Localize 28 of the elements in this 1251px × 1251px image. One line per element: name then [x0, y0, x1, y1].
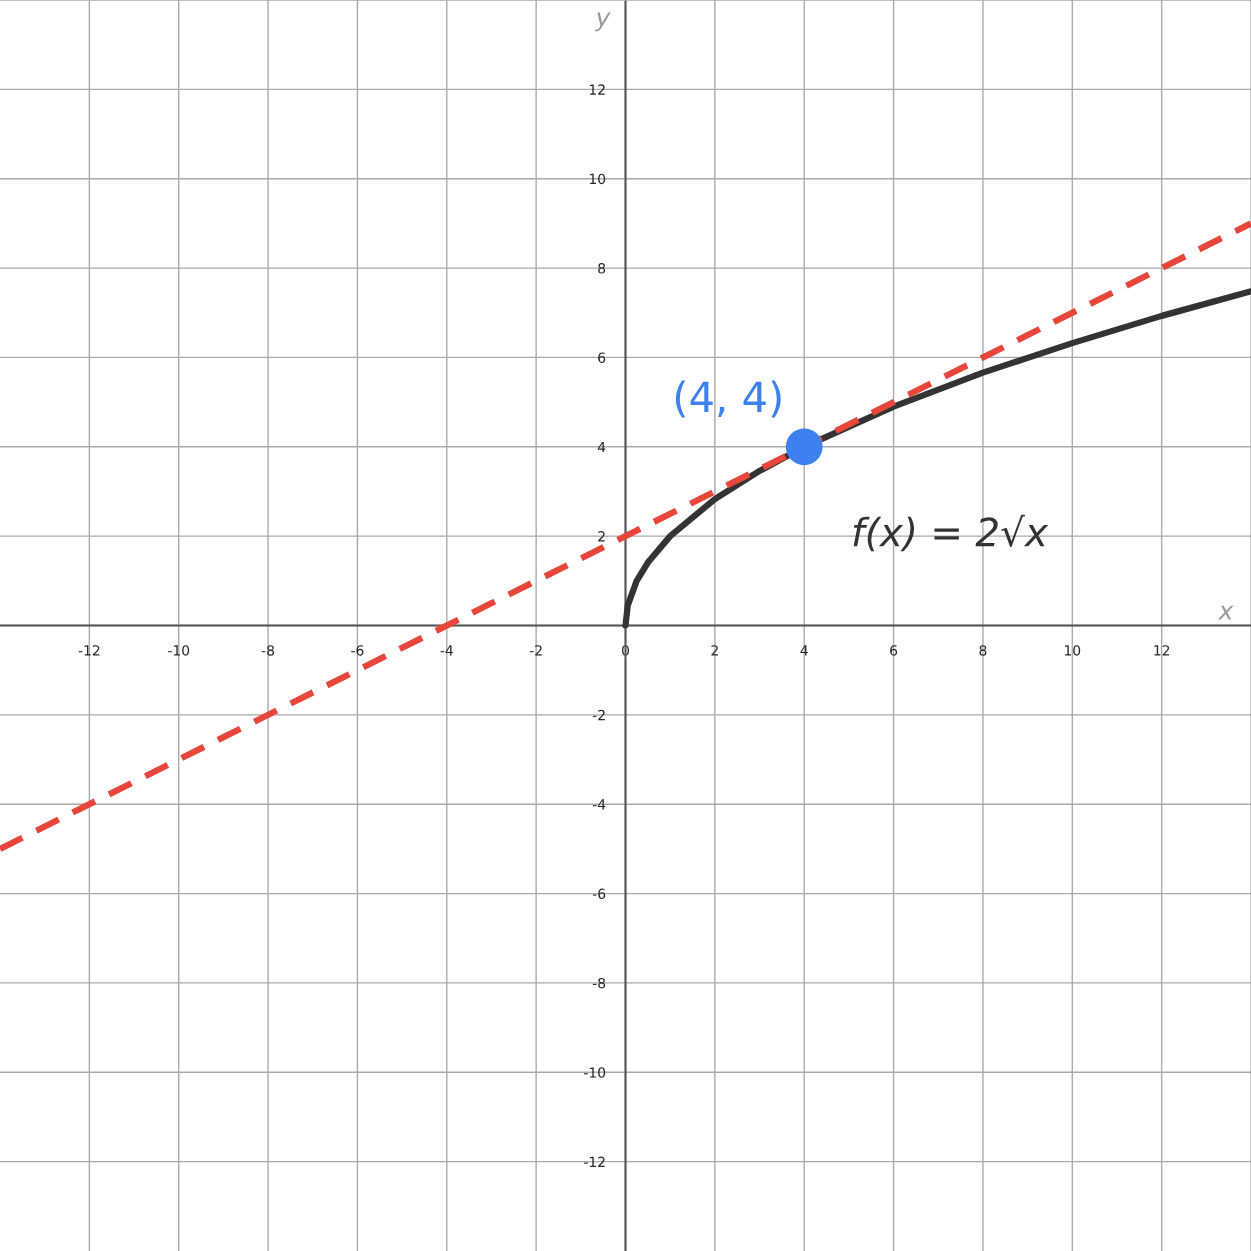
y-tick-label: -2 — [592, 709, 605, 721]
x-tick-label: -12 — [78, 645, 100, 656]
y-tick-label: -10 — [584, 1067, 606, 1078]
y-tick-label: 10 — [589, 173, 606, 185]
y-tick-label: -12 — [584, 1156, 605, 1167]
x-tick-label: 8 — [979, 645, 987, 656]
y-tick-label: 12 — [589, 84, 605, 95]
x-tick-label: 2 — [711, 645, 718, 656]
y-tick-label: 6 — [598, 352, 606, 363]
x-tick-label: 12 — [1154, 645, 1170, 656]
x-tick-label: -6 — [351, 645, 364, 656]
y-axis-title: y — [594, 12, 611, 32]
x-tick-label: -4 — [440, 645, 453, 656]
x-tick-label: 10 — [1064, 645, 1081, 656]
x-tick-label: -2 — [529, 645, 542, 656]
y-tick-label: 8 — [598, 263, 606, 274]
x-axis-title: x — [1217, 605, 1234, 620]
x-tick-label: 4 — [800, 645, 808, 656]
y-tick-label: 4 — [597, 441, 606, 453]
y-tick-label: -4 — [592, 799, 606, 810]
text: f(x) = 2√x — [853, 514, 1049, 552]
y-tick-label: -6 — [592, 888, 606, 900]
y-tick-label: -8 — [592, 977, 606, 989]
y-tick-label: 2 — [598, 531, 605, 542]
annotation: (4, 4) — [675, 380, 781, 418]
x-tick-label: -10 — [168, 645, 190, 656]
x-tick-label: 6 — [890, 645, 898, 656]
x-tick-label: -8 — [261, 645, 275, 656]
